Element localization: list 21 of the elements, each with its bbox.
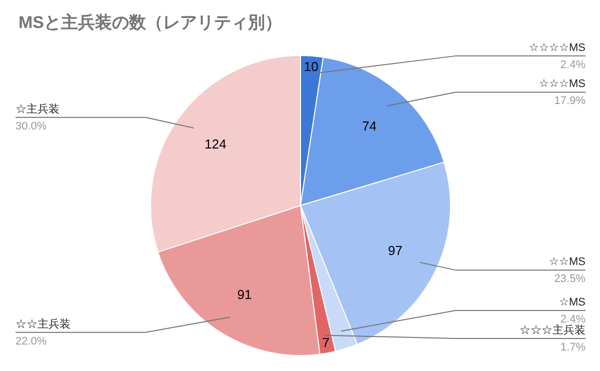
text: 2.4% <box>560 58 586 71</box>
data-label: 74 <box>362 118 377 134</box>
chart-title: MSと主兵装の数（レアリティ別） <box>18 13 282 32</box>
text: 17.9% <box>554 95 586 108</box>
slice-label: ☆☆主兵装 <box>16 317 70 330</box>
slice-label: ☆主兵装 <box>16 102 60 116</box>
text: 1.7% <box>560 342 586 354</box>
data-label: 10 <box>304 58 318 74</box>
data-label: 124 <box>204 136 226 152</box>
slice-label: ☆☆☆主兵装 <box>520 324 586 336</box>
slice-label: ☆☆MS <box>549 256 586 268</box>
slice-label: ☆☆☆MS <box>539 78 586 90</box>
text: 2.4% <box>560 314 586 326</box>
slice-label: ☆☆☆☆MS <box>529 42 586 54</box>
data-label: 97 <box>388 243 403 258</box>
text: 22.0% <box>16 335 47 348</box>
slice-label: ☆MS <box>559 296 586 308</box>
data-label: 7 <box>322 335 330 350</box>
data-label: 91 <box>237 286 252 302</box>
text: 23.5% <box>554 273 586 286</box>
text: 30.0% <box>16 120 47 132</box>
